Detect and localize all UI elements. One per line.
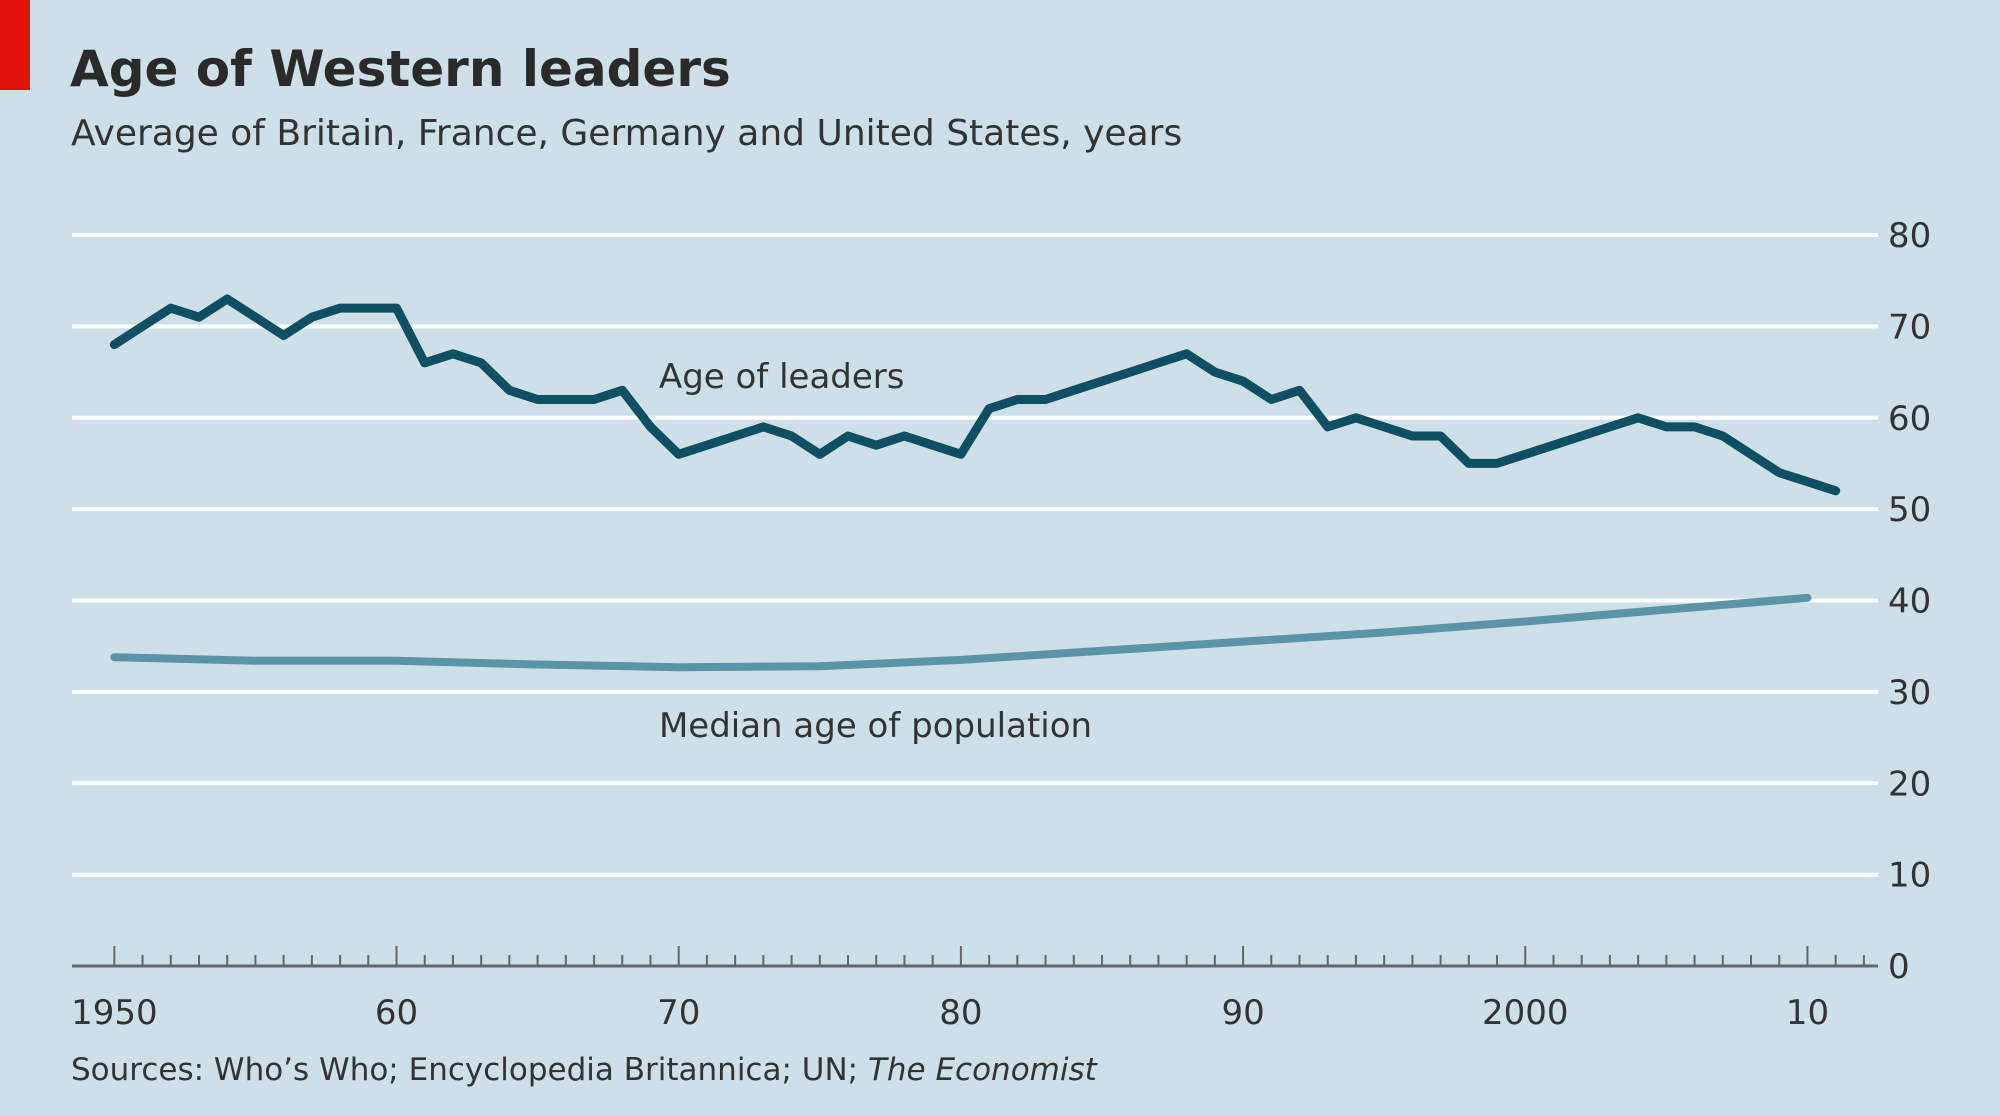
- median-age-line: [110, 593, 1812, 672]
- y-axis-labels: 0 10 20 30 40 50 60 70 80: [1888, 216, 1931, 987]
- series-label-population: Median age of population: [659, 706, 1092, 746]
- y-tick-label: 50: [1888, 490, 1931, 530]
- gridlines: [72, 233, 1878, 877]
- y-tick-label: 40: [1888, 582, 1931, 622]
- y-tick-label: 70: [1888, 307, 1931, 347]
- x-tick-label: 60: [375, 993, 418, 1033]
- x-tick-label: 90: [1221, 993, 1264, 1033]
- y-tick-label: 20: [1888, 764, 1931, 804]
- leaders-age-line: [109, 294, 1841, 496]
- x-axis: 1950 60 70 80 90 2000 10: [71, 946, 1878, 1033]
- chart-subtitle: Average of Britain, France, Germany and …: [71, 113, 1183, 154]
- source-publication: The Economist: [867, 1052, 1097, 1088]
- series-labels: Age of leaders Median age of population: [659, 357, 1092, 746]
- x-tick-label: 2000: [1482, 993, 1569, 1033]
- chart-title: Age of Western leaders: [70, 40, 731, 98]
- y-tick-label: 10: [1888, 856, 1931, 896]
- y-tick-label: 30: [1888, 673, 1931, 713]
- source-note: Sources: Who’s Who; Encyclopedia Britann…: [71, 1052, 1097, 1088]
- y-tick-label: 60: [1888, 399, 1931, 439]
- brand-accent-bar: [0, 0, 30, 90]
- y-tick-label: 80: [1888, 216, 1931, 256]
- x-tick-label: 1950: [71, 993, 158, 1033]
- x-tick-label: 70: [657, 993, 700, 1033]
- series-label-leaders: Age of leaders: [659, 357, 905, 397]
- x-tick-label: 80: [939, 993, 982, 1033]
- series-lines: [109, 294, 1841, 672]
- source-text: Sources: Who’s Who; Encyclopedia Britann…: [71, 1052, 868, 1088]
- y-tick-label: 0: [1888, 947, 1910, 987]
- x-tick-label: 10: [1786, 993, 1829, 1033]
